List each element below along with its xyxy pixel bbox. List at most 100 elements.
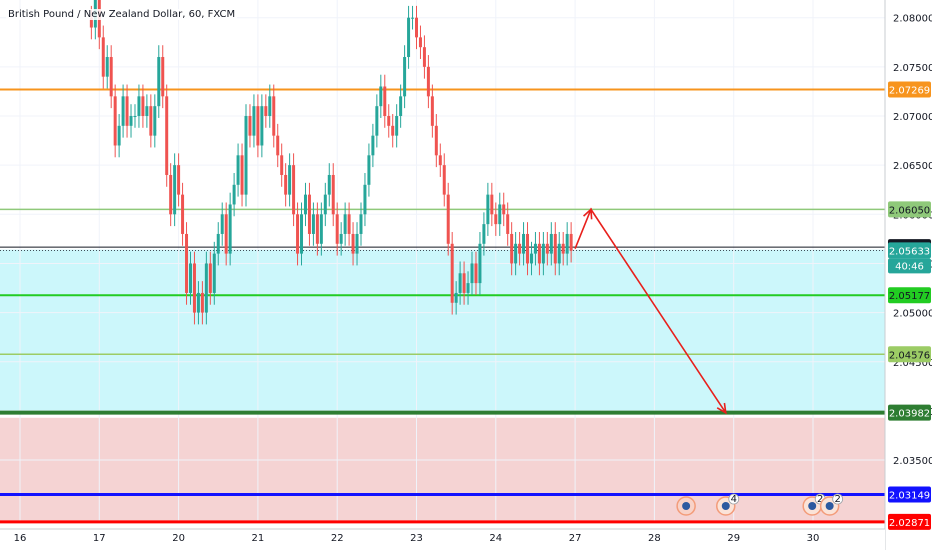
price-badge [888, 201, 931, 218]
candle-body [315, 214, 319, 244]
candle-body [220, 214, 224, 234]
candle-body [466, 283, 470, 293]
candle-body [185, 233, 189, 293]
candle-body [561, 243, 565, 254]
candle-body [351, 233, 355, 254]
x-tick-label: 27 [569, 533, 582, 544]
candle-body [204, 263, 208, 313]
candle-body [486, 194, 490, 225]
price-label-2.03149[interactable]: 2.03149 [888, 486, 931, 503]
y-tick-label: 2.03500 [893, 456, 932, 467]
event-count-badge [832, 493, 844, 505]
y-tick-label: 2.04500 [893, 358, 932, 369]
price-badge-label: 2.07269 [889, 86, 930, 97]
price-label-2.03982[interactable]: 2.03982 [888, 404, 931, 421]
candle-body [387, 115, 391, 126]
candle-body [438, 155, 442, 166]
candle-body [200, 292, 204, 313]
x-tick-label: 22 [331, 533, 344, 544]
candle-body [557, 243, 561, 264]
candle-body [529, 253, 533, 264]
candle-body [121, 96, 125, 126]
candle-body [474, 263, 478, 284]
time-axis[interactable] [0, 529, 885, 550]
candle-body [565, 233, 569, 254]
candle-body [125, 96, 129, 126]
candle-body [367, 155, 371, 185]
candle-body [303, 194, 307, 215]
x-tick-label: 17 [93, 533, 106, 544]
candle-body [141, 96, 145, 116]
candle-body [300, 214, 304, 254]
price-label-2.05177[interactable]: 2.05177 [888, 287, 931, 304]
candle-body [478, 243, 482, 284]
candle-body [403, 57, 407, 97]
candle-body [307, 194, 311, 234]
candle-body [331, 174, 335, 215]
arrowhead-down-icon [716, 402, 727, 415]
price-badge [888, 81, 931, 98]
y-tick-label: 2.08000 [893, 14, 932, 25]
candle-body [541, 243, 545, 264]
current-price-label[interactable]: 2.05633 40:46 [888, 242, 931, 274]
candle-body [192, 263, 196, 313]
candle-body [280, 155, 284, 175]
x-tick-label: 24 [489, 533, 502, 544]
event-marker-core [825, 502, 834, 510]
event-count-label: 2 [817, 494, 823, 505]
price-label-2.06050[interactable]: 2.06050 [888, 201, 931, 218]
price-label-2.02871[interactable]: 2.02871 [888, 513, 931, 530]
candle-body [462, 273, 466, 293]
candle-body [506, 214, 510, 234]
candle-body [208, 263, 212, 293]
candle-body [430, 96, 434, 126]
x-tick-label: 20 [172, 533, 185, 544]
candle-body [173, 165, 177, 215]
candle-body [216, 233, 220, 254]
candle-body [490, 194, 494, 215]
candle-body [545, 243, 549, 254]
candle-body [232, 184, 236, 205]
price-badge-label: 2.03149 [889, 491, 930, 502]
price-label-2.04576[interactable]: 2.04576 [888, 346, 931, 363]
candle-body [537, 243, 541, 264]
y-tick-label: 2.05000 [893, 309, 932, 320]
candle-body [335, 214, 339, 244]
price-badge [888, 287, 931, 304]
candle-body [426, 66, 430, 97]
candle-body [248, 115, 252, 136]
x-tick-label: 30 [807, 533, 820, 544]
candle-body [268, 96, 272, 116]
event-count-label: 4 [731, 494, 737, 505]
price-badge-label: 2.05177 [889, 291, 930, 302]
candle-body [450, 243, 454, 303]
candle-body [442, 165, 446, 195]
candle-body [117, 125, 121, 146]
candle-body [169, 174, 173, 215]
x-tick-label: 29 [727, 533, 740, 544]
candle-body [161, 57, 165, 97]
price-badge-label: 2.06050 [889, 205, 930, 216]
y-tick-label: 2.07500 [893, 63, 932, 74]
candle-body [339, 233, 343, 244]
candle-body [371, 135, 375, 156]
candle-body [359, 214, 363, 234]
candle-body [105, 57, 109, 77]
candle-body [411, 17, 415, 19]
x-tick-label: 23 [410, 533, 423, 544]
candle-body [518, 243, 522, 254]
candle-body [149, 106, 153, 136]
event-marker-core [721, 502, 730, 510]
candle-body [446, 194, 450, 244]
price-badge-label: 2.03982 [889, 409, 930, 420]
candle-body [244, 115, 248, 195]
candle-body [418, 37, 422, 48]
price-label-2.07269[interactable]: 2.07269 [888, 81, 931, 98]
candle-body [327, 174, 331, 195]
candle-body [407, 17, 411, 58]
x-tick-label: 28 [648, 533, 661, 544]
candle-body [458, 273, 462, 293]
price-badge [888, 404, 931, 421]
